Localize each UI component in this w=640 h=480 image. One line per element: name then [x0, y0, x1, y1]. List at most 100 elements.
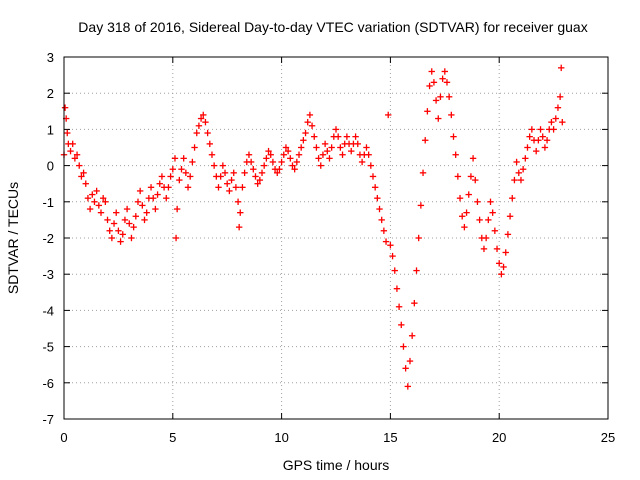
data-point — [80, 169, 87, 177]
data-point — [476, 216, 483, 224]
data-point — [189, 158, 196, 166]
data-point — [554, 104, 562, 111]
data-point — [82, 180, 89, 187]
data-point — [76, 162, 83, 169]
data-point — [321, 140, 329, 148]
data-point — [158, 173, 166, 180]
data-point — [221, 169, 229, 177]
data-point — [526, 133, 533, 140]
data-point — [343, 133, 351, 140]
data-point — [430, 79, 438, 86]
data-point — [334, 133, 342, 140]
x-tick-label: 25 — [601, 430, 615, 445]
data-point — [519, 166, 527, 173]
data-point — [200, 111, 207, 119]
data-point — [171, 155, 179, 162]
data-point — [467, 173, 475, 180]
data-point — [165, 184, 172, 191]
data-point — [400, 343, 407, 350]
data-point — [393, 285, 401, 292]
data-point — [517, 176, 525, 184]
data-point — [419, 169, 427, 177]
data-point — [302, 129, 309, 137]
points-layer — [60, 64, 566, 390]
y-axis-label: SDTVAR / TECUs — [5, 182, 21, 294]
data-point — [445, 93, 453, 101]
data-point — [395, 303, 403, 310]
data-point — [163, 194, 170, 202]
data-point — [550, 126, 557, 133]
data-point — [130, 223, 137, 231]
data-point — [254, 180, 261, 187]
data-point — [232, 184, 240, 191]
data-point — [143, 209, 150, 216]
data-point — [502, 249, 509, 256]
data-point — [491, 227, 499, 234]
data-point — [311, 133, 318, 140]
data-point — [208, 151, 216, 158]
data-point — [136, 187, 144, 195]
data-point — [97, 209, 105, 216]
data-point — [354, 140, 361, 148]
data-point — [117, 238, 124, 245]
data-point — [187, 173, 194, 180]
data-point — [280, 151, 287, 158]
data-point — [552, 115, 559, 122]
data-point — [439, 75, 446, 82]
data-point — [448, 111, 455, 119]
data-point — [374, 194, 381, 202]
data-point — [450, 133, 457, 140]
data-point — [424, 108, 431, 115]
data-point — [337, 144, 344, 151]
data-point — [215, 184, 222, 191]
data-point — [432, 97, 440, 104]
data-point — [504, 231, 512, 238]
data-point — [295, 151, 303, 158]
data-point — [99, 194, 107, 202]
data-point — [113, 209, 120, 216]
data-point — [328, 144, 335, 151]
y-tick-label: -1 — [42, 195, 54, 210]
data-point — [195, 122, 203, 129]
y-tick-label: 3 — [47, 50, 54, 65]
data-point — [152, 205, 159, 213]
x-tick-label: 0 — [60, 430, 67, 445]
data-point — [422, 137, 429, 144]
data-point — [95, 202, 103, 209]
data-point — [91, 198, 98, 205]
data-point — [267, 151, 274, 158]
data-point — [104, 216, 111, 224]
data-point — [385, 111, 392, 119]
data-point — [515, 169, 522, 177]
data-point — [391, 267, 398, 274]
data-point — [134, 198, 142, 205]
data-point — [365, 151, 372, 158]
data-point — [461, 223, 468, 231]
data-point — [291, 166, 298, 173]
data-point — [452, 151, 459, 158]
data-point — [332, 126, 340, 133]
data-point — [169, 166, 176, 173]
data-point — [237, 209, 244, 216]
data-point — [173, 205, 181, 213]
data-point — [210, 162, 218, 169]
data-point — [167, 173, 174, 180]
y-tick-label: -4 — [42, 303, 54, 318]
data-point — [282, 144, 290, 151]
data-point — [382, 238, 390, 245]
data-point — [522, 155, 529, 162]
data-point — [411, 299, 418, 307]
data-point — [245, 151, 253, 158]
data-point — [150, 194, 157, 202]
data-point — [537, 126, 544, 133]
data-point — [474, 198, 481, 205]
data-point — [315, 155, 322, 162]
data-point — [258, 169, 266, 177]
x-tick-label: 5 — [169, 430, 176, 445]
x-tick-label: 20 — [492, 430, 506, 445]
data-point — [369, 173, 377, 180]
data-point — [559, 118, 566, 126]
data-point — [380, 227, 388, 234]
data-point — [469, 155, 477, 162]
